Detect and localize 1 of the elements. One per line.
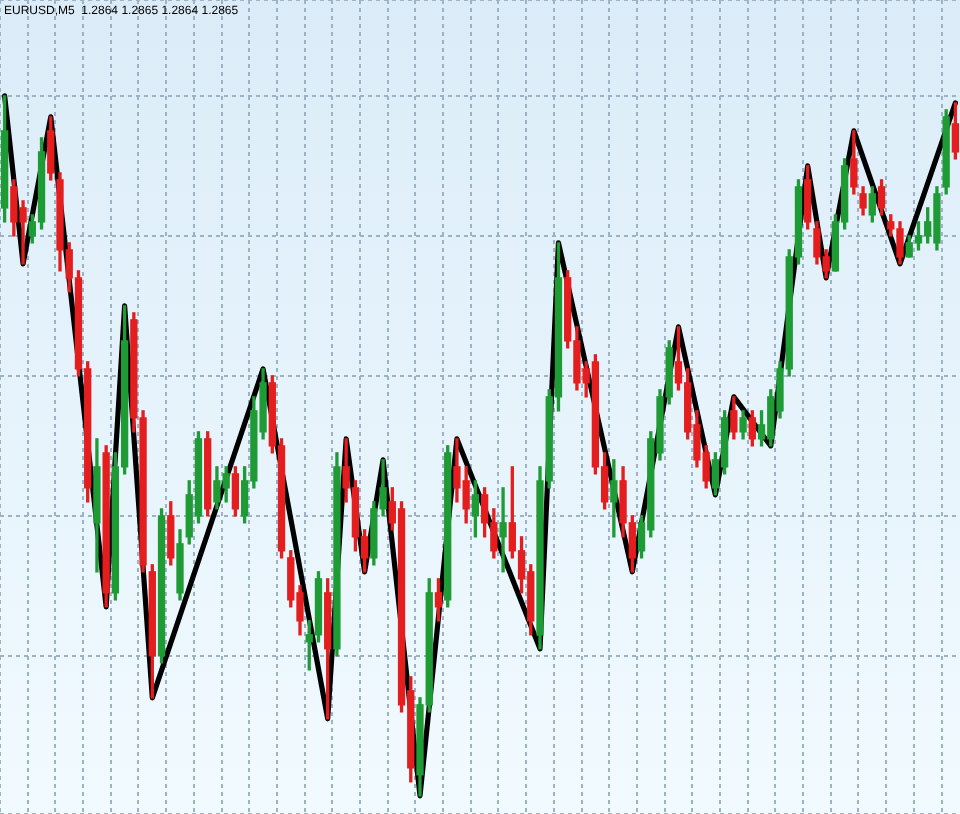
candlestick xyxy=(499,487,507,573)
